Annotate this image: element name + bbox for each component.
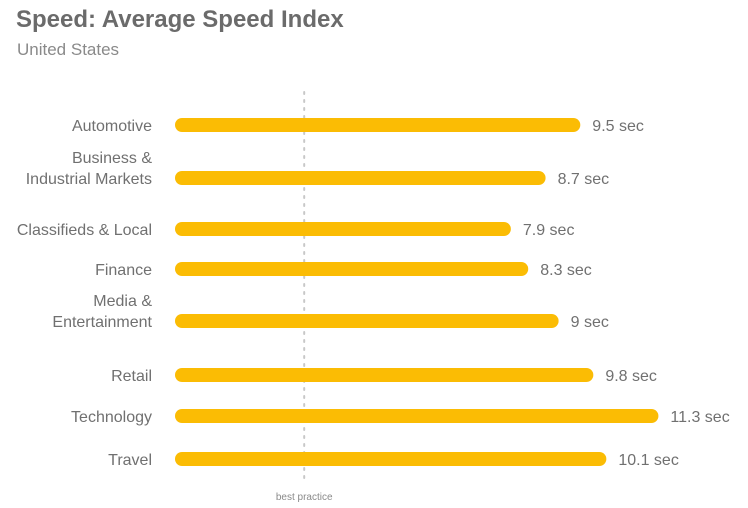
category-label: Industrial Markets <box>26 171 152 188</box>
bar <box>175 222 511 236</box>
category-label: Entertainment <box>52 314 152 331</box>
category-label: Automotive <box>72 118 152 135</box>
value-label: 10.1 sec <box>618 452 678 469</box>
bar <box>175 368 594 382</box>
category-label: Retail <box>111 368 152 385</box>
chart-title: Speed: Average Speed Index <box>16 6 344 33</box>
value-label: 8.7 sec <box>558 171 610 188</box>
value-label: 9.5 sec <box>592 118 644 135</box>
bar <box>175 262 529 276</box>
bar <box>175 452 607 466</box>
category-label: Business & <box>72 150 152 167</box>
bar <box>175 314 559 328</box>
bar <box>175 171 546 185</box>
category-label: Media & <box>93 293 152 310</box>
category-label: Finance <box>95 262 152 279</box>
value-label: 11.3 sec <box>670 409 729 426</box>
category-label: Travel <box>108 452 152 469</box>
bar <box>175 409 659 423</box>
bar <box>175 118 581 132</box>
category-label: Technology <box>71 409 152 426</box>
category-label: Classifieds & Local <box>17 222 152 239</box>
chart-subtitle: United States <box>17 40 120 59</box>
value-label: 9 sec <box>571 314 609 331</box>
value-label: 7.9 sec <box>523 222 575 239</box>
value-label: 9.8 sec <box>605 368 657 385</box>
value-label: 8.3 sec <box>540 262 592 279</box>
best-practice-label: best practice <box>276 492 333 503</box>
